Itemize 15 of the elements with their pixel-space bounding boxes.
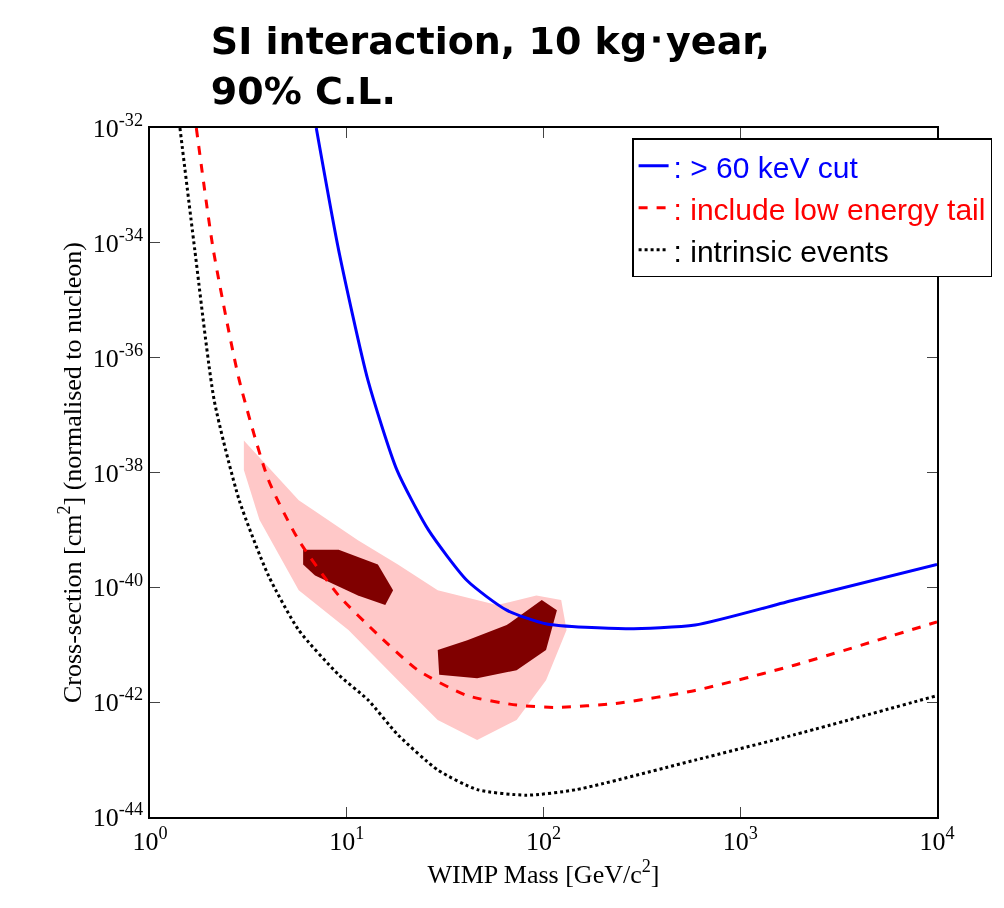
y-tick-label: 10$^{-32}$ [92, 110, 144, 144]
y-tick-label: 10$^{-42}$ [92, 684, 144, 718]
y-tick-label: 10$^{-40}$ [92, 569, 144, 603]
y-tick-label: 10$^{-34}$ [92, 225, 144, 258]
x-tick-label: 10$^{4}$ [919, 823, 955, 856]
x-tick-label: 10$^{1}$ [329, 823, 365, 856]
legend-label: : include low energy tail [673, 192, 986, 226]
y-tick-label: 10$^{-36}$ [92, 339, 144, 373]
x-tick-label: 10$^{3}$ [722, 823, 758, 856]
y-tick-label: 10$^{-38}$ [92, 454, 144, 488]
x-tick-label: 10$^{2}$ [525, 823, 562, 856]
legend-label: : intrinsic events [673, 234, 889, 268]
legend-label: : > 60 keV cut [673, 150, 859, 184]
chart-title: SI interaction, 10 kg･year, 90% C.L. [210, 19, 770, 113]
x-axis-title: WIMP Mass [GeV/c$^{2}$] [427, 855, 660, 889]
